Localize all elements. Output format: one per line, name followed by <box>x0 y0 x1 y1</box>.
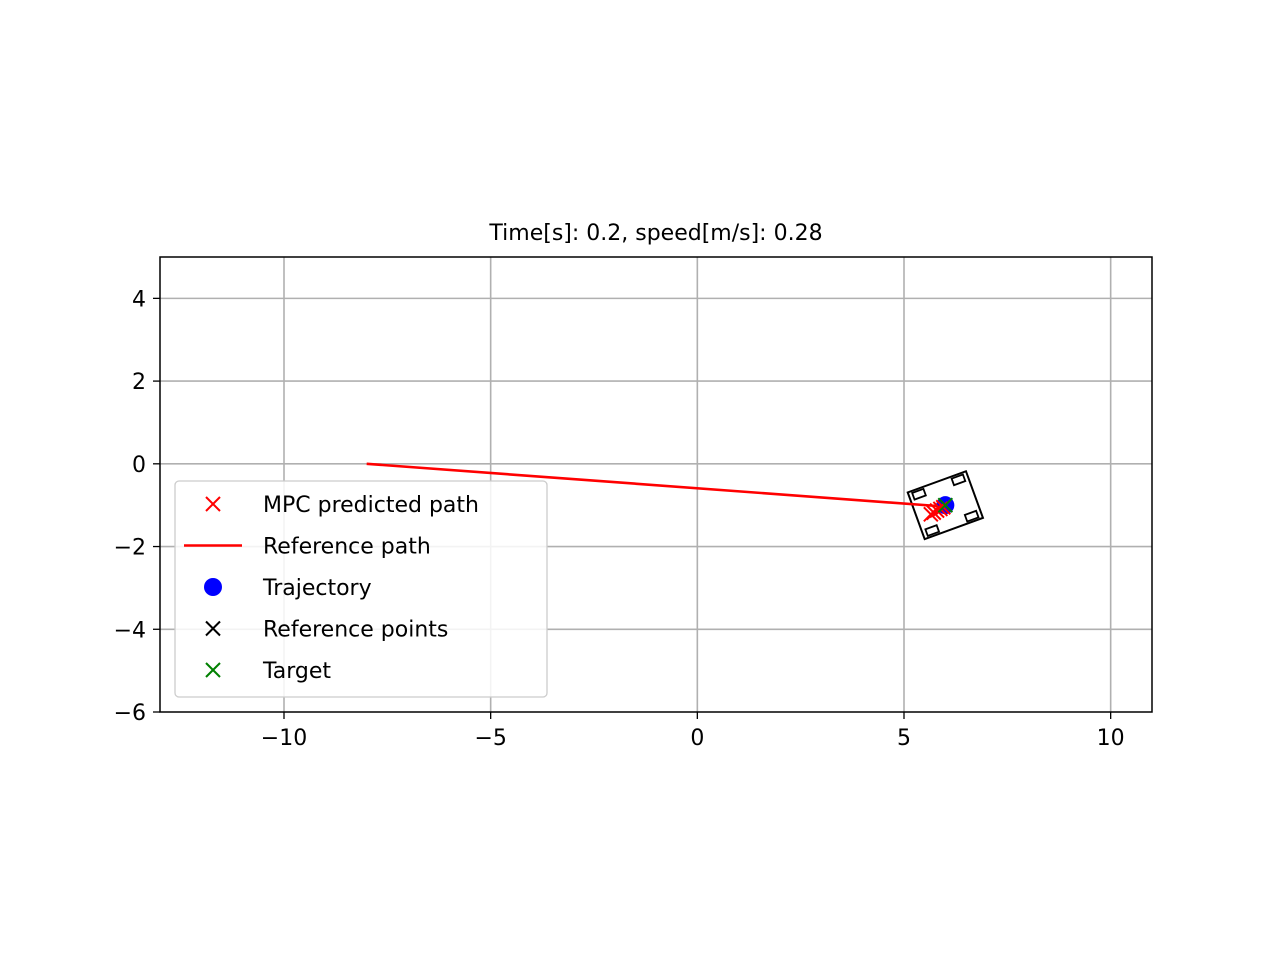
legend-label: Trajectory <box>262 576 372 601</box>
legend-label: MPC predicted path <box>263 493 479 518</box>
vehicle-wheel <box>950 473 967 487</box>
x-tick-label: 0 <box>690 726 704 751</box>
legend-swatch-mpc-predicted-path-stroke <box>205 496 221 512</box>
vehicle <box>906 469 985 541</box>
legend-label: Reference path <box>263 535 431 560</box>
reference-path-line <box>366 462 938 508</box>
legend-swatch-reference-points-stroke <box>205 620 221 637</box>
y-tick-label: 0 <box>132 453 146 478</box>
x-tick-label: 10 <box>1097 726 1125 751</box>
y-tick-label: −2 <box>114 536 146 561</box>
plot-area <box>366 462 985 541</box>
legend-swatch-target-stroke <box>205 662 221 678</box>
legend-label: Reference points <box>263 618 448 643</box>
legend-swatch-target <box>205 662 221 678</box>
vehicle-wheel <box>924 524 941 538</box>
x-tick-label: 5 <box>897 726 911 751</box>
vehicle-wheel <box>963 509 980 523</box>
legend-swatch-trajectory <box>204 578 222 596</box>
axes-frame <box>159 256 1153 713</box>
target-marker <box>937 497 954 513</box>
legend-label: Target <box>262 659 331 684</box>
y-tick-label: 2 <box>132 370 146 395</box>
x-tick-label: −5 <box>474 726 506 751</box>
vehicle-wheel <box>911 487 927 501</box>
y-tick-label: −4 <box>114 618 146 643</box>
legend-box <box>174 480 548 698</box>
legend-swatch-mpc-predicted-path <box>205 496 221 512</box>
y-tick-label: 4 <box>132 287 146 312</box>
y-tick-label: −6 <box>114 701 146 726</box>
legend: MPC predicted path Reference path Trajecto… <box>174 480 548 698</box>
target-marker-stroke <box>937 497 954 513</box>
axis-ticks: −10 −5 0 5 10 −6 −4 −2 0 2 4 <box>114 287 1125 751</box>
x-tick-label: −10 <box>261 726 307 751</box>
legend-swatch-reference-points <box>205 620 221 637</box>
chart-title: Time[s]: 0.2, speed[m/s]: 0.28 <box>488 221 822 246</box>
vehicle-body <box>906 469 985 541</box>
